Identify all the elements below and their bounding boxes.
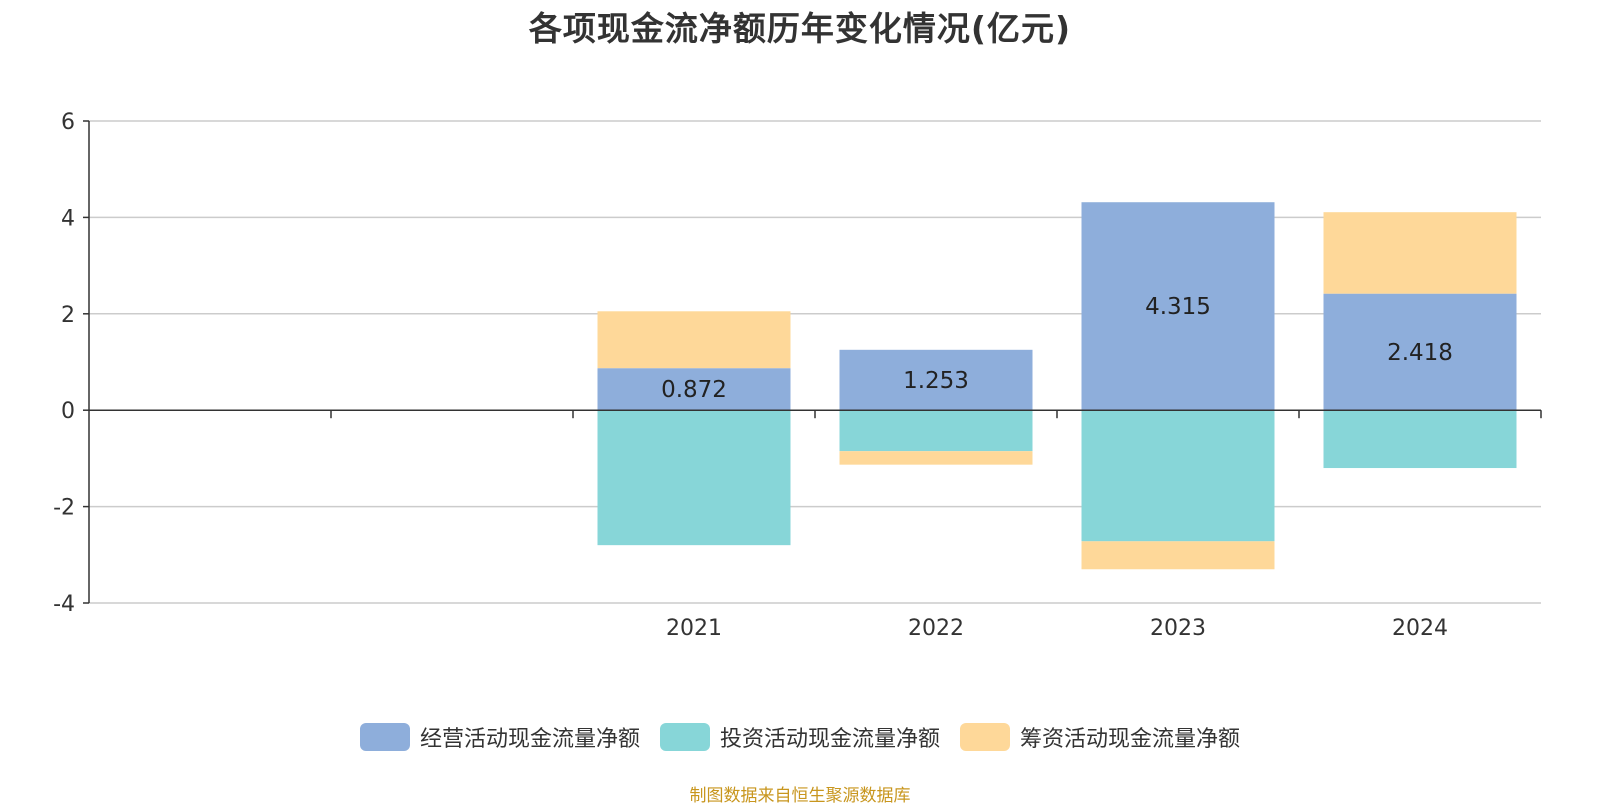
y-tick-label: 4 [61,206,75,231]
legend-swatch-operating [359,723,410,751]
chart-legend: 经营活动现金流量净额 投资活动现金流量净额 筹资活动现金流量净额 [0,721,1600,753]
bar-1-2024 [1323,410,1517,469]
legend-item-investing[interactable]: 投资活动现金流量净额 [659,721,940,753]
bar-1-2022 [839,410,1033,452]
bar-2-2023 [1081,541,1275,570]
data-label: 0.872 [661,377,727,403]
data-label: 1.253 [903,368,969,394]
chart-title: 各项现金流净额历年变化情况(亿元) [528,9,1072,48]
bar-0-2023 [1081,202,1275,411]
chart-plot-area: -4 -2 0 2 4 6 2021 2022 2023 2024 0.872 1.253 4.315 2… [53,110,1542,641]
data-label: 2.418 [1387,340,1453,366]
bar-0-2024 [1323,293,1517,411]
bar-2-2021 [597,311,791,369]
y-tick-label: 6 [61,110,75,135]
bar-2-2024 [1323,212,1517,294]
bar-1-2021 [597,410,791,546]
legend-item-financing[interactable]: 筹资活动现金流量净额 [960,721,1240,753]
legend-swatch-investing [659,723,710,751]
x-tick-label: 2024 [1392,616,1448,641]
legend-label-financing: 筹资活动现金流量净额 [1020,727,1241,752]
legend-item-operating[interactable]: 经营活动现金流量净额 [359,721,640,753]
legend-swatch-financing [960,723,1010,751]
bar-0-2021 [597,368,791,411]
x-tick-label: 2021 [666,616,722,641]
source-note: 制图数据来自恒生聚源数据库 [689,786,911,806]
y-tick-label: 2 [61,303,75,328]
legend-label-operating: 经营活动现金流量净额 [419,727,640,752]
bar-1-2023 [1081,410,1275,542]
bar-0-2022 [839,349,1033,411]
y-tick-label: 0 [61,399,75,424]
bar-2-2022 [839,451,1033,465]
legend-label-investing: 投资活动现金流量净额 [719,727,940,752]
y-tick-label: -4 [53,592,75,617]
x-tick-label: 2023 [1150,616,1206,641]
y-tick-label: -2 [53,496,75,521]
x-tick-label: 2022 [908,616,964,641]
data-label: 4.315 [1145,294,1211,320]
